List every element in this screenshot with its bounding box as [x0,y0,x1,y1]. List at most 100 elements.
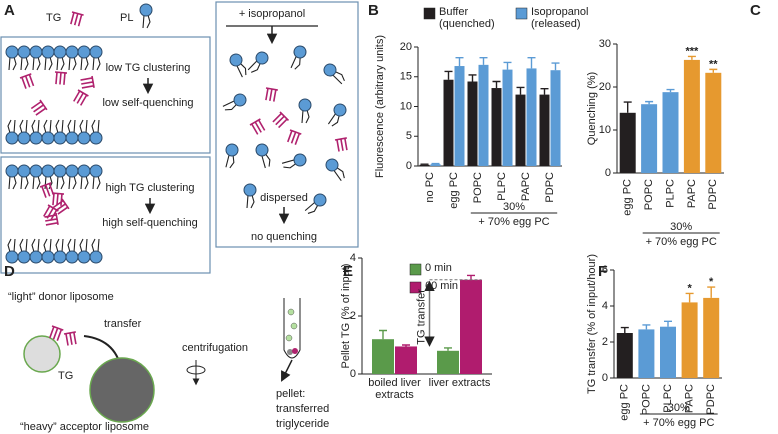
high-text: high self-quenching [102,217,197,229]
lipid-head [53,250,67,264]
bar [491,88,502,166]
bar [502,69,513,166]
error-bar [642,324,651,330]
box-isopropanol [215,1,359,248]
tg-glyph [54,71,68,85]
triglyceride [30,99,48,116]
error-bar [664,320,672,327]
bar [478,64,489,166]
x-tick-label-box: boiled liver extracts [368,377,421,401]
pl-legend: PL [120,12,133,24]
lipid-head [255,143,269,157]
donor-liposome [23,335,61,373]
lipid-tail [67,119,76,134]
lipid-head [65,45,79,59]
error-bar [620,326,629,333]
y-tick-label: 4 [350,252,356,264]
triglyceride [63,331,77,346]
error-bar [645,100,654,105]
tg-glyph [73,89,89,106]
y-tick-label: 10 [599,124,611,136]
box-high [0,156,211,274]
lipid-head [77,45,91,59]
error-bar [540,87,549,95]
lipid-tail [79,119,88,134]
lipid-tail [43,119,52,134]
centrifugation-text: centrifugation [182,342,248,354]
error-bar [623,101,632,113]
lipid-head [243,183,257,197]
phospholipid [89,164,103,190]
tube [283,298,301,359]
particle [287,308,295,316]
phospholipid [290,45,307,70]
lipid-head [325,158,339,172]
y-tick-label: 20 [599,81,611,93]
lipid-tail [281,159,297,169]
phospholipid [53,119,67,145]
x-tick-label: PLPC [662,384,674,413]
phospholipid [222,93,247,111]
triglyceride [52,198,70,215]
x-tick-label: PDPC [705,384,717,415]
triglyceride [70,11,84,27]
lipid-head [17,164,31,178]
lipid-tail [247,60,261,73]
y-tick-label: 6 [602,264,608,276]
tg-glyph [44,212,59,226]
y-tick-label: 15 [400,71,412,83]
lipid-head [41,45,55,59]
tg-glyph [30,99,48,116]
panel-label: E [343,263,353,280]
error-bar [516,86,525,95]
y-tick-label: 30 [599,38,611,50]
phospholipid [65,45,79,71]
y-axis-label: Quenching (%) [586,72,598,145]
low-text: low TG clustering [106,62,191,74]
lipid-head [65,250,79,264]
phospholipid [304,193,327,214]
noq-text: no quenching [251,231,317,243]
x-tick-label: PLPC [664,179,676,208]
y-tick-label: 5 [406,130,412,142]
lipid-tail [327,113,340,127]
phospholipid [17,119,31,145]
group-label: 30% [670,221,692,233]
phospholipid [5,119,19,145]
legend-swatch [423,7,436,20]
lipid-tail [55,238,64,253]
bar [526,68,537,166]
group-sublabel: + 70% egg PC [478,216,549,228]
lipid-head [323,63,337,77]
lipid-head [41,131,55,145]
error-bar [492,80,501,89]
phospholipid [5,45,19,71]
lipid-tail [44,56,53,71]
triglyceride [334,137,348,152]
panel-label: B [368,2,379,19]
lipid-head [77,164,91,178]
lipid-tail [43,238,52,253]
lipid-head [65,164,79,178]
lipid-tail [236,62,247,78]
triglyceride [51,192,65,206]
x-tick-label: egg PC [448,172,460,209]
error-bar [402,344,410,347]
error-bar [707,286,716,298]
legend-label: 0 min [425,262,452,274]
lipid-tail [225,154,235,169]
triglyceride [44,212,59,226]
error-bar [687,55,696,60]
y-tick-label: 0 [350,368,356,380]
triglyceride [272,111,290,129]
lipid-tail [20,56,29,71]
legend-swatch [409,263,422,276]
bar [460,279,482,374]
lipid-tail [68,56,77,71]
phospholipid [89,238,103,264]
y-axis-label: TG transfer (% of input/hour) [586,254,598,394]
lipid-head [53,45,67,59]
lipid-tail [56,56,65,71]
particle [287,349,293,355]
